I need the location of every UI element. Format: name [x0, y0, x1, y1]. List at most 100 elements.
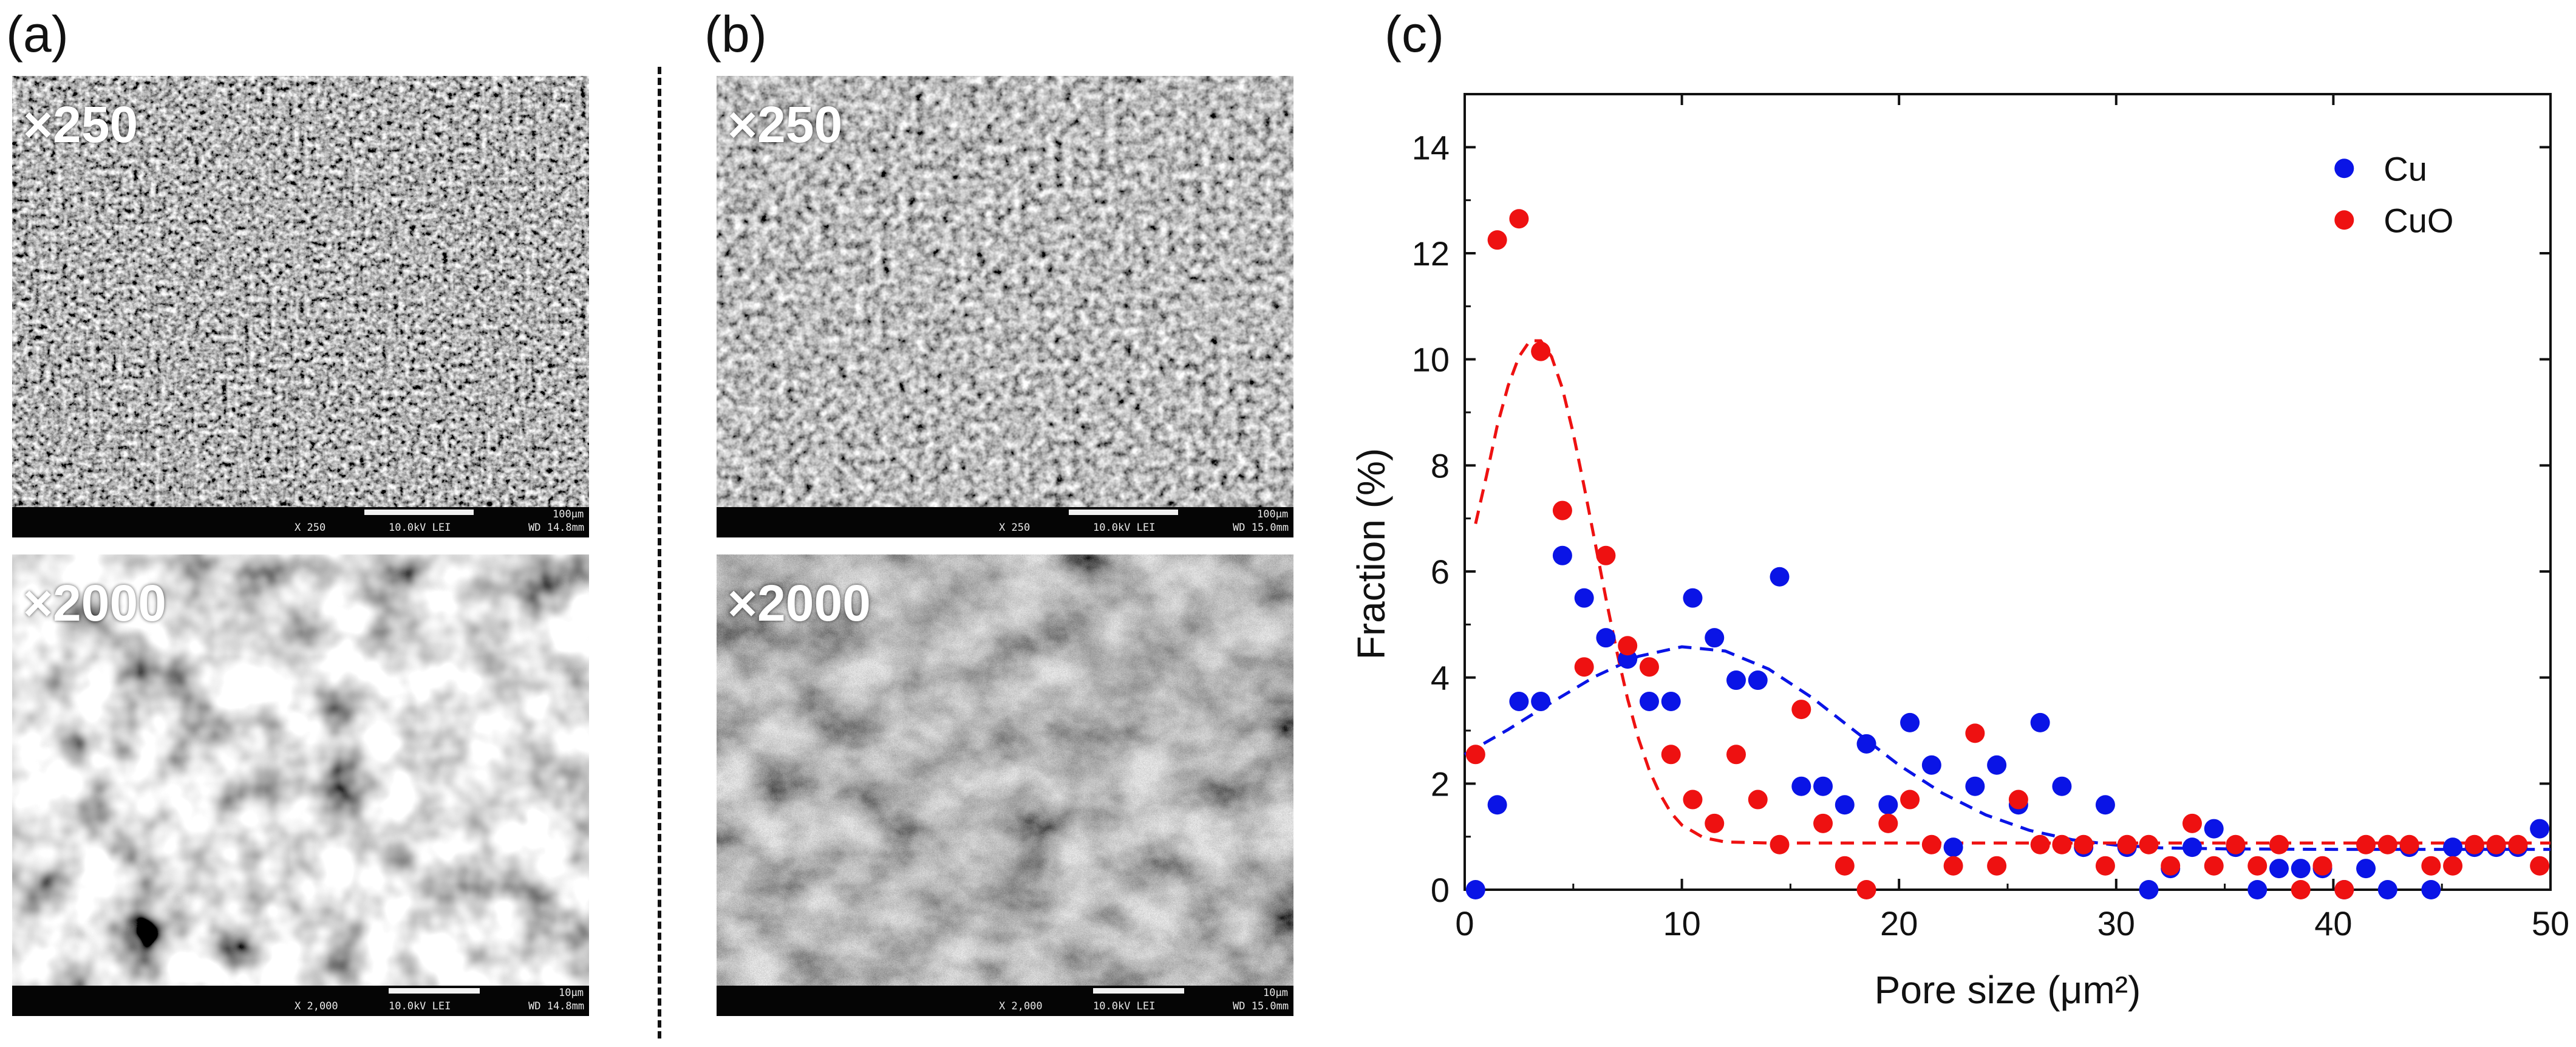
data-point-cu	[1683, 588, 1703, 608]
data-point-cuo	[2008, 790, 2028, 810]
data-point-cu	[2269, 859, 2289, 879]
data-point-cuo	[2399, 834, 2419, 854]
sem-scale-text: 100μm	[553, 508, 584, 520]
legend-label-cu: Cu	[2383, 149, 2427, 188]
data-point-cuo	[1878, 813, 1898, 833]
sem-magnification: X 2,000	[295, 1000, 338, 1012]
data-point-cu	[1900, 712, 1920, 732]
data-point-cuo	[1943, 856, 1963, 876]
sem-info-bar: X 2,000 10.0kV LEI 10μm WD 15.0mm	[717, 986, 1293, 1016]
data-point-cu	[2443, 837, 2463, 858]
data-point-cu	[2182, 837, 2202, 858]
sem-scale-text: 10μm	[559, 987, 584, 999]
data-point-cuo	[1683, 790, 1703, 810]
y-axis-label: Fraction (%)	[1349, 448, 1393, 660]
sem-voltage: 10.0kV LEI	[389, 1000, 451, 1012]
data-point-cu	[1943, 837, 1963, 858]
fit-curve-cuo	[1474, 339, 2550, 845]
sem-scale-text: 100μm	[1257, 508, 1289, 520]
data-point-cu	[1856, 734, 1876, 754]
y-tick-label: 4	[1431, 659, 1450, 697]
data-point-cuo	[1705, 813, 1725, 833]
data-point-cuo	[2508, 834, 2528, 854]
data-point-cuo	[2377, 834, 2397, 854]
data-point-cuo	[2291, 880, 2311, 899]
data-point-cuo	[2052, 834, 2072, 854]
sem-working-distance: WD 14.8mm	[528, 522, 585, 534]
data-point-cu	[1770, 567, 1790, 587]
sem-voltage: 10.0kV LEI	[1093, 1000, 1156, 1012]
sem-magnification: X 2,000	[999, 1000, 1043, 1012]
x-tick-label: 20	[1880, 904, 1918, 943]
scale-bar	[1093, 988, 1184, 994]
data-point-cu	[1552, 545, 1572, 565]
sem-working-distance: WD 14.8mm	[528, 1000, 585, 1012]
data-point-cu	[1574, 588, 1594, 608]
data-point-cuo	[1921, 834, 1941, 854]
scale-bar	[364, 510, 474, 515]
panel-divider	[658, 67, 661, 1038]
magnification-label: ×2000	[23, 575, 166, 632]
data-point-cuo	[1900, 790, 1920, 810]
data-point-cuo	[1835, 856, 1855, 876]
sem-voltage: 10.0kV LEI	[1093, 522, 1156, 534]
data-point-cuo	[1487, 230, 1507, 250]
data-point-cuo	[2443, 856, 2463, 876]
data-point-cu	[1835, 795, 1855, 815]
data-point-cu	[2247, 880, 2268, 899]
sem-scale-text: 10μm	[1263, 987, 1288, 999]
sem-info-bar: X 250 10.0kV LEI 100μm WD 14.8mm	[12, 507, 589, 537]
data-point-cu	[2030, 712, 2050, 732]
data-point-cuo	[1596, 545, 1616, 565]
legend-marker-cuo	[2334, 210, 2354, 230]
data-point-cu	[2139, 880, 2159, 899]
sem-image-a-x250: ×250 X 250 10.0kV LEI 100μm WD 14.8mm	[12, 76, 589, 537]
data-point-cuo	[1531, 341, 1551, 361]
data-point-cu	[1639, 691, 1659, 711]
panel-label-a: (a)	[6, 5, 69, 63]
data-point-cu	[1531, 691, 1551, 711]
data-point-cu	[2421, 880, 2441, 899]
legend-label-cuo: CuO	[2383, 201, 2453, 239]
y-tick-label: 0	[1431, 871, 1450, 909]
data-point-cu	[1965, 776, 1985, 796]
sem-info-bar: X 2,000 10.0kV LEI 10μm WD 14.8mm	[12, 986, 589, 1016]
sem-image-b-x2000: ×2000 X 2,000 10.0kV LEI 10μm WD 15.0mm	[717, 554, 1293, 1016]
data-point-cuo	[2030, 834, 2050, 854]
y-tick-label: 10	[1412, 341, 1450, 379]
data-point-cu	[2095, 795, 2115, 815]
magnification-label: ×250	[23, 96, 138, 153]
sem-info-bar: X 250 10.0kV LEI 100μm WD 15.0mm	[717, 507, 1293, 537]
data-point-cu	[2377, 880, 2397, 899]
data-point-cuo	[2356, 834, 2376, 854]
x-tick-label: 40	[2314, 904, 2352, 943]
scale-bar	[389, 988, 480, 994]
data-point-cuo	[2139, 834, 2159, 854]
sem-image-b-x250: ×250 X 250 10.0kV LEI 100μm WD 15.0mm	[717, 76, 1293, 537]
data-point-cuo	[1987, 856, 2007, 876]
x-tick-label: 50	[2532, 904, 2569, 943]
data-point-cuo	[1618, 636, 1638, 656]
data-point-cu	[2356, 859, 2376, 879]
magnification-label: ×2000	[727, 575, 871, 632]
panel-label-c: (c)	[1385, 5, 1444, 63]
data-point-cuo	[2464, 834, 2484, 854]
data-point-cuo	[1465, 745, 1485, 765]
x-tick-label: 30	[2097, 904, 2135, 943]
data-point-cu	[1465, 880, 1485, 899]
pore-size-chart: 0 10 20 30 40 50 0 2 4 6 8 10 12 14 Cu CuO Pore size (μ…	[1349, 93, 2569, 1012]
data-point-cuo	[2182, 813, 2202, 833]
data-point-cuo	[1552, 500, 1572, 520]
y-tick-label: 12	[1412, 234, 1450, 273]
data-point-cu	[2530, 819, 2550, 839]
data-point-cuo	[1639, 657, 1659, 677]
sem-working-distance: WD 15.0mm	[1233, 522, 1289, 534]
data-point-cu	[1791, 776, 1811, 796]
data-point-cuo	[2530, 856, 2550, 876]
data-point-cuo	[2204, 856, 2224, 876]
x-axis-label: Pore size (μm²)	[1875, 968, 2141, 1012]
data-point-cuo	[2312, 856, 2332, 876]
data-point-cuo	[2117, 834, 2137, 854]
data-point-cu	[1748, 670, 1768, 691]
data-point-cuo	[2074, 834, 2094, 854]
